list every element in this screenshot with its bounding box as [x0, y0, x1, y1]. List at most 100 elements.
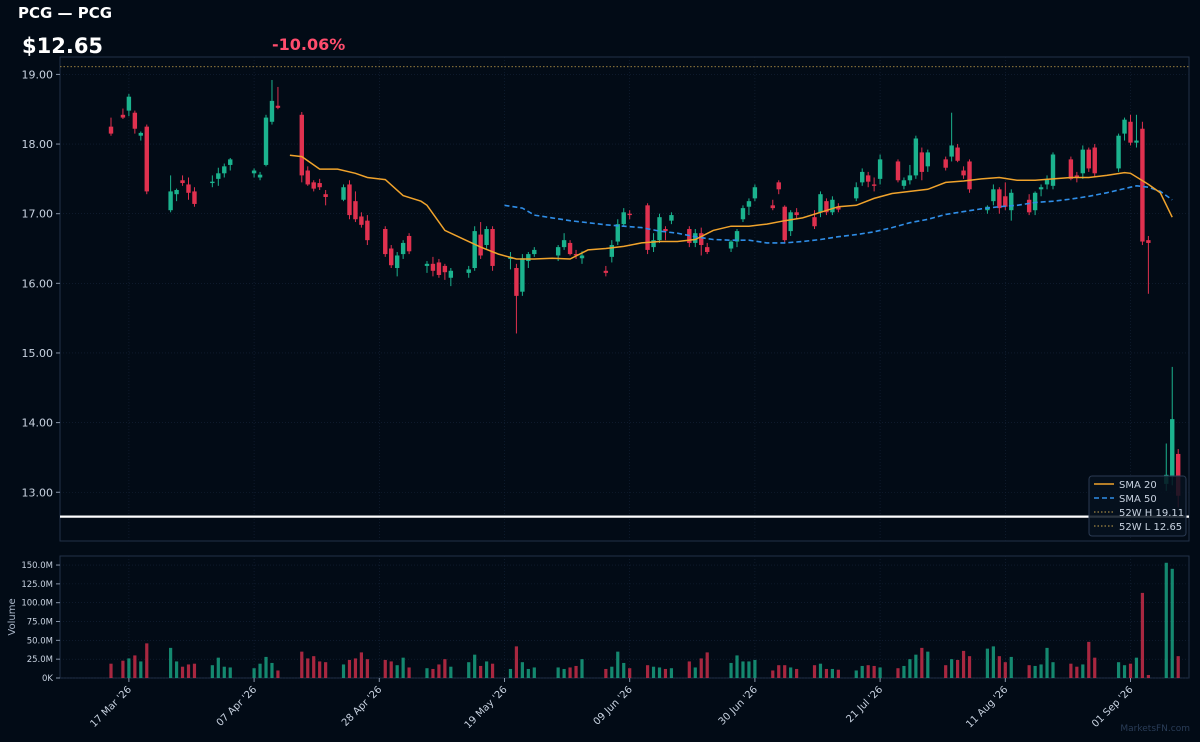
candle-body [609, 245, 615, 257]
volume-bar [1087, 641, 1091, 678]
candle-body [1068, 159, 1074, 179]
candle-body [520, 258, 525, 292]
volume-bar [1045, 647, 1049, 678]
volume-bar [1027, 665, 1031, 678]
volume-bar [449, 666, 453, 678]
candle-body [812, 217, 817, 227]
volume-bar [556, 667, 560, 678]
volume-bar [347, 659, 352, 678]
candle-body [251, 170, 257, 174]
candle-body [669, 215, 674, 221]
volume-bar [252, 668, 256, 678]
volume-tick-label: 50.0M [27, 636, 53, 646]
candle-body [824, 201, 829, 213]
volume-bar [1003, 662, 1007, 678]
candle-body [776, 182, 781, 190]
volume-bar [264, 656, 268, 678]
candle-body [854, 187, 859, 199]
volume-bar [568, 667, 572, 678]
volume-bar [729, 662, 733, 678]
candle-body [561, 240, 567, 248]
legend-label-sma50: SMA 50 [1119, 494, 1157, 505]
candle-body [180, 180, 185, 184]
volume-bar [180, 666, 185, 678]
volume-bar [485, 661, 489, 678]
volume-bar [121, 660, 125, 678]
candles-group [108, 79, 1181, 508]
volume-bar [395, 665, 399, 678]
volume-bar [401, 657, 405, 678]
volume-panel-frame [59, 555, 1190, 679]
volume-bar [306, 658, 310, 678]
candle-body [389, 248, 394, 266]
candle-body [138, 132, 144, 136]
candle-body [174, 190, 179, 195]
volume-bar [663, 668, 668, 678]
candle-body [442, 265, 448, 273]
candle-body [168, 191, 173, 211]
candle-body [383, 229, 388, 255]
candle-body [645, 205, 650, 250]
candle-body [317, 183, 322, 188]
volume-bar [1134, 657, 1139, 678]
volume-bar [950, 659, 954, 678]
sma20-line [289, 154, 1173, 260]
volume-bar [300, 651, 304, 678]
date-tick-label: 11 Aug '26 [964, 684, 1010, 730]
volume-bar [222, 666, 226, 678]
volume-bar [836, 669, 840, 678]
candle-body [1140, 128, 1145, 242]
candle-body [967, 161, 972, 190]
watermark: MarketsFN.com [1120, 724, 1190, 734]
candle-body [120, 114, 126, 118]
volume-bar [216, 657, 220, 678]
volume-bar [574, 665, 578, 678]
candle-body [1116, 135, 1121, 169]
candle-body [919, 152, 925, 172]
date-tick-label: 17 Mar '26 [88, 684, 134, 730]
candle-body [216, 173, 221, 179]
volume-bar [908, 659, 912, 678]
date-tick-label: 28 Apr '26 [340, 684, 384, 728]
volume-bar [747, 661, 751, 678]
price-tick-label: 19.00 [22, 68, 54, 81]
candle-body [770, 205, 775, 209]
volume-bar [473, 654, 477, 678]
volume-bar [795, 668, 799, 678]
candle-body [269, 100, 275, 122]
candle-body [257, 174, 263, 178]
volume-bar [860, 665, 864, 678]
volume-bar [258, 663, 262, 678]
volume-bar [914, 654, 918, 678]
volume-bar [693, 667, 697, 678]
candle-body [567, 242, 573, 255]
candle-body [108, 126, 114, 134]
volume-bar [520, 662, 524, 678]
volume-tick-label: 25.0M [27, 655, 53, 665]
price-tick-label: 16.00 [22, 277, 54, 290]
volume-bar [139, 661, 143, 678]
volume-bar [926, 651, 930, 678]
volume-bar [1140, 592, 1145, 678]
volume-bar [467, 662, 471, 678]
candle-body [514, 268, 519, 296]
candle-body [693, 233, 698, 243]
price-tick-label: 15.00 [22, 347, 54, 360]
volume-bar [824, 668, 829, 678]
candle-body [144, 126, 149, 192]
volume-axis-label: Volume [7, 598, 18, 635]
candle-body [991, 189, 996, 202]
volume-bar [604, 668, 608, 678]
volume-bar [699, 658, 703, 678]
candle-body [186, 184, 191, 193]
volume-bar [425, 668, 429, 678]
candle-body [1009, 192, 1014, 211]
volume-tick-label: 100.0M [21, 599, 53, 609]
candle-body [1134, 140, 1139, 143]
volume-bar [312, 656, 316, 678]
volume-bar [657, 667, 662, 678]
volume-bar [771, 670, 775, 678]
volume-bar [210, 665, 214, 678]
date-tick-label: 19 May '26 [463, 684, 510, 731]
candle-body [436, 262, 442, 275]
